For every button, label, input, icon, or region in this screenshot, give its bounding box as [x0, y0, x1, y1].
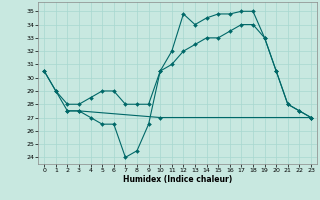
X-axis label: Humidex (Indice chaleur): Humidex (Indice chaleur)	[123, 175, 232, 184]
